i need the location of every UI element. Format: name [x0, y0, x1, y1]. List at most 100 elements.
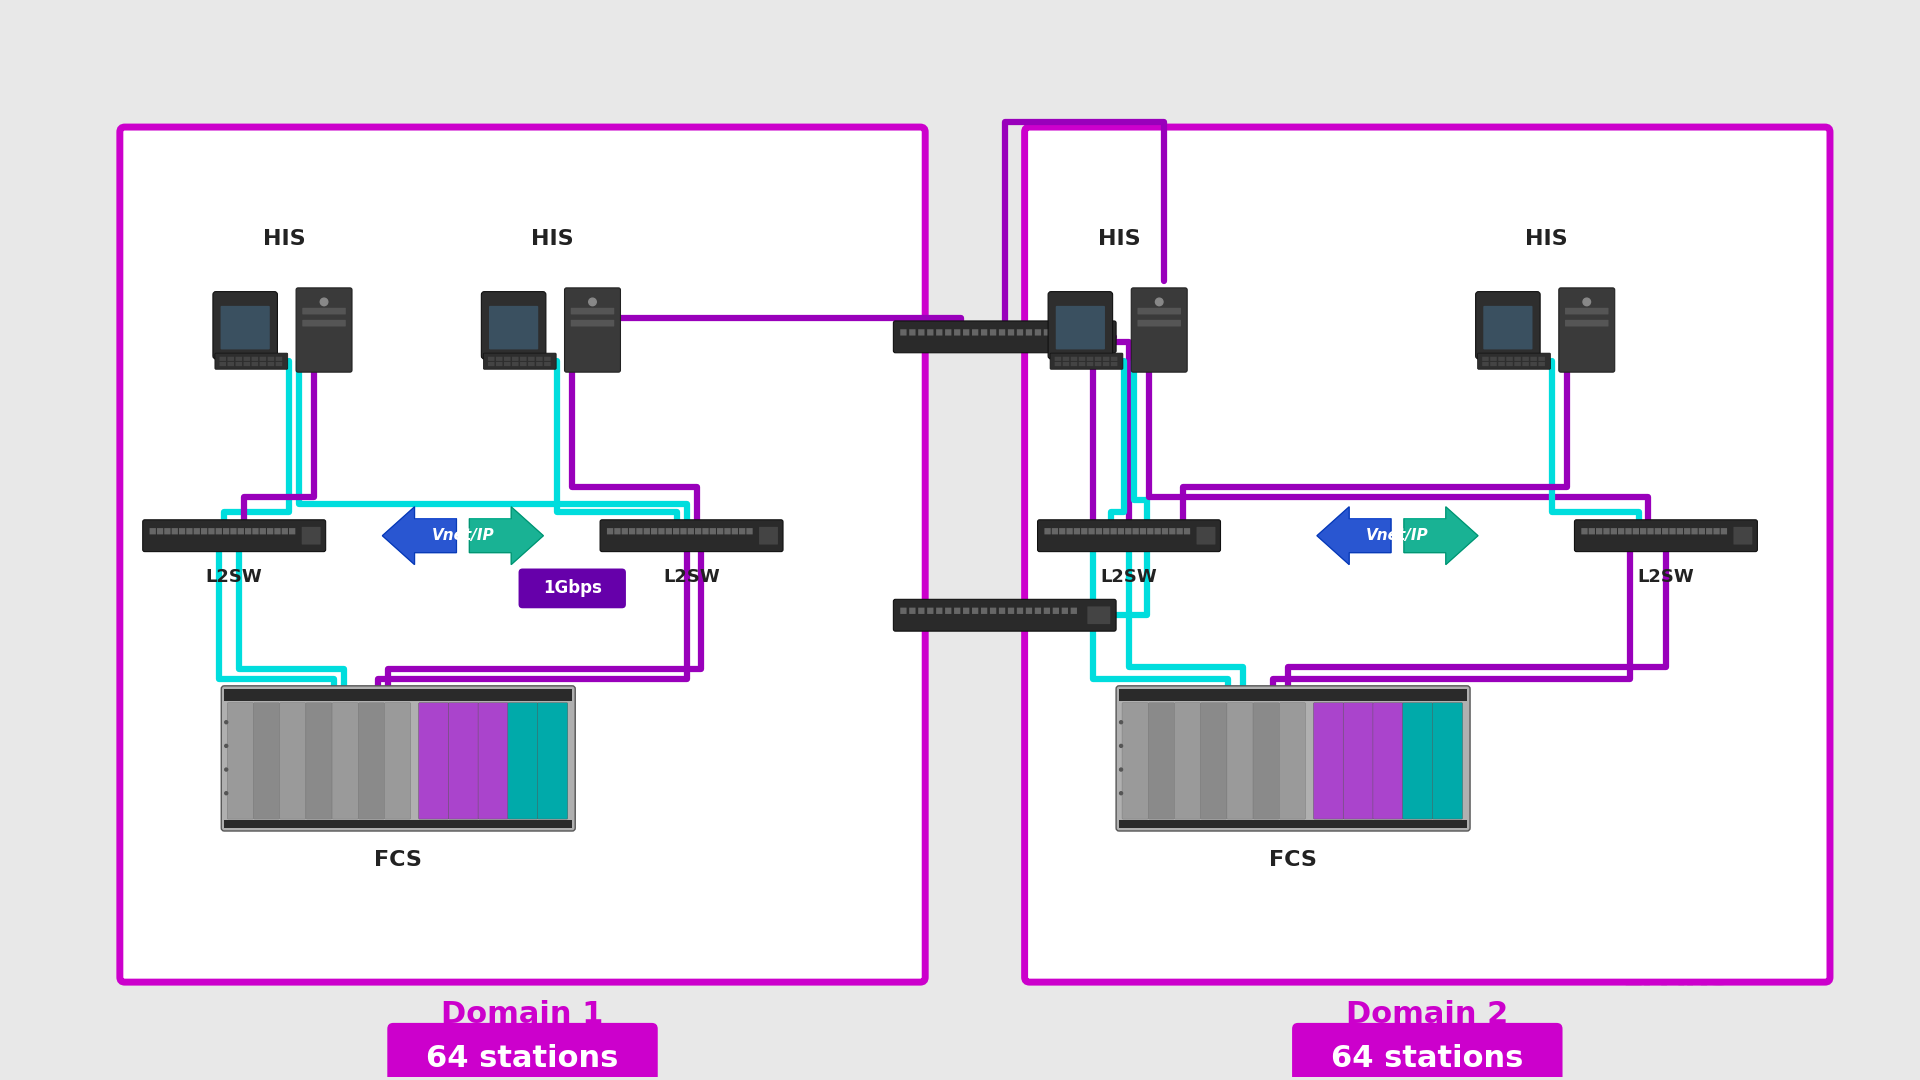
FancyBboxPatch shape — [296, 288, 351, 373]
FancyBboxPatch shape — [1588, 528, 1596, 535]
FancyBboxPatch shape — [1684, 528, 1690, 535]
FancyBboxPatch shape — [724, 528, 732, 535]
FancyBboxPatch shape — [991, 608, 996, 613]
FancyBboxPatch shape — [1035, 608, 1041, 613]
FancyBboxPatch shape — [1582, 528, 1588, 535]
FancyBboxPatch shape — [937, 608, 943, 613]
FancyBboxPatch shape — [171, 528, 179, 535]
FancyBboxPatch shape — [954, 329, 960, 336]
Text: LPARS: LPARS — [1622, 962, 1730, 991]
Circle shape — [225, 720, 228, 724]
FancyBboxPatch shape — [1720, 528, 1728, 535]
FancyBboxPatch shape — [1102, 356, 1110, 361]
FancyBboxPatch shape — [165, 528, 171, 535]
FancyBboxPatch shape — [1699, 528, 1705, 535]
FancyBboxPatch shape — [520, 356, 526, 361]
FancyBboxPatch shape — [267, 356, 275, 361]
FancyBboxPatch shape — [1530, 362, 1536, 366]
FancyBboxPatch shape — [1081, 528, 1087, 535]
FancyBboxPatch shape — [1538, 362, 1546, 366]
Circle shape — [1119, 744, 1123, 747]
FancyBboxPatch shape — [1313, 703, 1344, 819]
FancyBboxPatch shape — [1087, 362, 1092, 366]
FancyBboxPatch shape — [1169, 528, 1175, 535]
FancyBboxPatch shape — [513, 356, 518, 361]
FancyBboxPatch shape — [230, 528, 236, 535]
Text: L2SW: L2SW — [1100, 567, 1158, 585]
FancyBboxPatch shape — [703, 528, 708, 535]
Polygon shape — [468, 507, 543, 565]
FancyBboxPatch shape — [1404, 703, 1432, 819]
FancyBboxPatch shape — [998, 608, 1006, 613]
FancyBboxPatch shape — [244, 356, 250, 361]
FancyBboxPatch shape — [1478, 353, 1551, 369]
FancyBboxPatch shape — [739, 528, 745, 535]
FancyBboxPatch shape — [1044, 528, 1050, 535]
FancyBboxPatch shape — [1565, 320, 1609, 326]
Text: Vnet/IP: Vnet/IP — [432, 528, 493, 543]
FancyBboxPatch shape — [225, 820, 572, 828]
FancyBboxPatch shape — [1054, 356, 1062, 361]
FancyBboxPatch shape — [282, 528, 288, 535]
FancyBboxPatch shape — [280, 703, 305, 819]
FancyBboxPatch shape — [253, 703, 280, 819]
FancyBboxPatch shape — [607, 528, 612, 535]
FancyBboxPatch shape — [384, 703, 411, 819]
FancyBboxPatch shape — [179, 528, 184, 535]
FancyBboxPatch shape — [1185, 528, 1190, 535]
FancyBboxPatch shape — [1565, 308, 1609, 314]
Circle shape — [1156, 298, 1164, 306]
FancyBboxPatch shape — [221, 686, 576, 831]
FancyBboxPatch shape — [1175, 703, 1200, 819]
FancyBboxPatch shape — [244, 362, 250, 366]
FancyBboxPatch shape — [1482, 362, 1488, 366]
FancyBboxPatch shape — [1734, 527, 1753, 544]
FancyBboxPatch shape — [1490, 356, 1498, 361]
FancyBboxPatch shape — [1146, 528, 1154, 535]
Circle shape — [1119, 720, 1123, 724]
FancyBboxPatch shape — [488, 362, 495, 366]
FancyBboxPatch shape — [1062, 356, 1069, 361]
FancyBboxPatch shape — [301, 527, 321, 544]
FancyBboxPatch shape — [1052, 528, 1058, 535]
FancyBboxPatch shape — [1018, 608, 1023, 613]
FancyBboxPatch shape — [910, 329, 916, 336]
FancyBboxPatch shape — [1292, 1023, 1563, 1080]
FancyBboxPatch shape — [1112, 356, 1117, 361]
FancyBboxPatch shape — [1515, 356, 1521, 361]
Text: HIS: HIS — [532, 229, 574, 249]
FancyBboxPatch shape — [1559, 288, 1615, 373]
FancyBboxPatch shape — [503, 356, 511, 361]
FancyBboxPatch shape — [252, 356, 257, 361]
FancyBboxPatch shape — [528, 356, 534, 361]
Text: 64 stations: 64 stations — [1331, 1044, 1523, 1074]
FancyBboxPatch shape — [215, 353, 288, 369]
FancyBboxPatch shape — [1079, 356, 1085, 361]
FancyBboxPatch shape — [507, 703, 538, 819]
FancyBboxPatch shape — [1154, 528, 1162, 535]
FancyBboxPatch shape — [252, 528, 259, 535]
FancyBboxPatch shape — [449, 703, 478, 819]
Text: L2SW: L2SW — [662, 567, 720, 585]
FancyBboxPatch shape — [275, 528, 280, 535]
FancyBboxPatch shape — [1018, 329, 1023, 336]
FancyBboxPatch shape — [238, 528, 244, 535]
Polygon shape — [1317, 507, 1390, 565]
FancyBboxPatch shape — [202, 528, 207, 535]
FancyBboxPatch shape — [747, 528, 753, 535]
FancyBboxPatch shape — [695, 528, 701, 535]
FancyBboxPatch shape — [1344, 703, 1373, 819]
FancyBboxPatch shape — [276, 356, 282, 361]
FancyBboxPatch shape — [1148, 703, 1175, 819]
Polygon shape — [240, 356, 252, 367]
FancyBboxPatch shape — [1596, 528, 1603, 535]
FancyBboxPatch shape — [651, 528, 657, 535]
Polygon shape — [507, 356, 520, 367]
FancyBboxPatch shape — [680, 528, 687, 535]
FancyBboxPatch shape — [207, 528, 215, 535]
FancyBboxPatch shape — [227, 356, 234, 361]
FancyBboxPatch shape — [570, 308, 614, 314]
FancyBboxPatch shape — [1062, 362, 1069, 366]
FancyBboxPatch shape — [518, 568, 626, 608]
FancyBboxPatch shape — [484, 353, 557, 369]
